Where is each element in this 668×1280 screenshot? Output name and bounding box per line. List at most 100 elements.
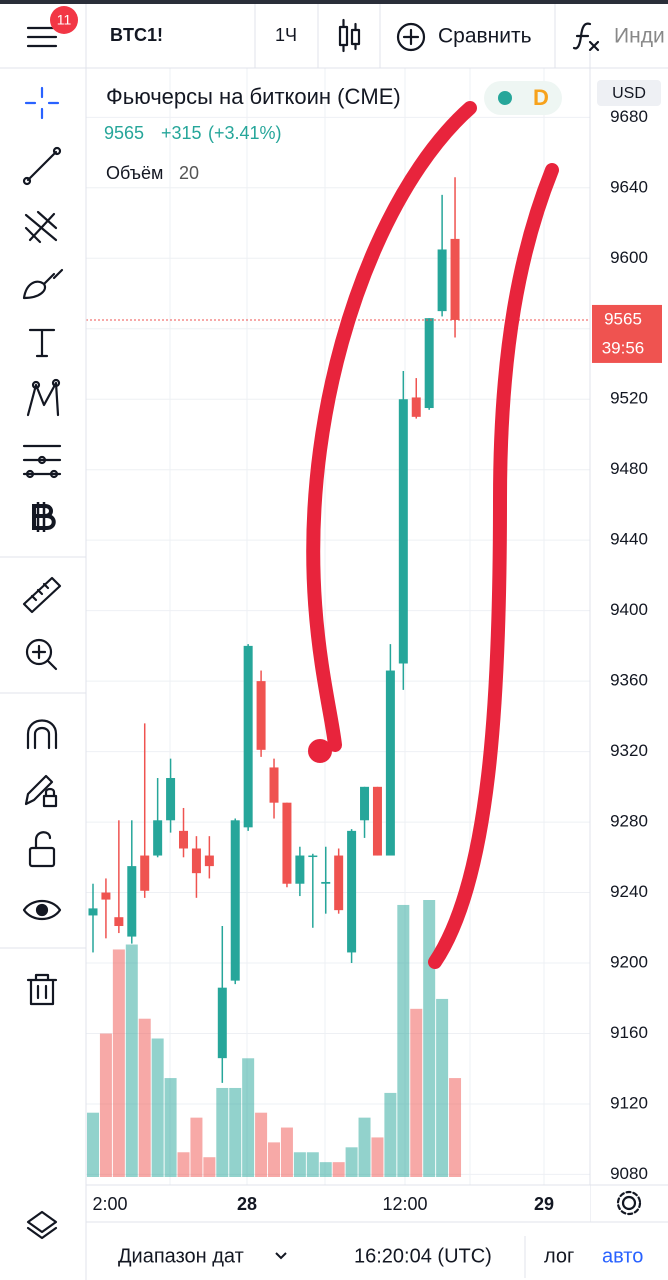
candle-body — [360, 786, 370, 821]
x-tick-label: 29 — [534, 1194, 554, 1214]
y-tick-label: 9120 — [610, 1093, 648, 1112]
magnet-tool[interactable] — [26, 719, 58, 750]
volume-bar — [138, 1018, 151, 1177]
indicators[interactable]: Инди — [614, 25, 665, 48]
candle-body — [256, 681, 266, 750]
notification-badge — [50, 6, 78, 34]
candle-body — [450, 238, 460, 320]
volume-bar — [410, 1008, 423, 1177]
y-tick-label: 9600 — [610, 248, 648, 267]
volume-bar — [99, 1033, 112, 1177]
candle-body — [179, 830, 189, 849]
menu-icon[interactable] — [26, 26, 58, 48]
candle-body — [243, 645, 253, 828]
volume-bar — [306, 1152, 319, 1177]
delete-tool[interactable] — [26, 973, 58, 1006]
y-tick-label: 9280 — [610, 812, 648, 831]
pattern-tool[interactable] — [26, 378, 61, 417]
candle-body — [347, 830, 357, 953]
indicators-icon[interactable] — [572, 22, 600, 52]
zoom-tool[interactable] — [25, 638, 58, 671]
y-tick-label: 9240 — [610, 882, 648, 901]
y-tick-label: 9160 — [610, 1023, 648, 1042]
price-axis: USD 968096409600956095209480944094009360… — [589, 52, 668, 1222]
volume-bar — [332, 1162, 345, 1177]
bitcoin-icon[interactable] — [32, 502, 56, 532]
y-tick-label: 9080 — [610, 1164, 648, 1183]
candle-body — [437, 249, 447, 312]
volume-bar — [449, 1078, 462, 1177]
interval[interactable]: 1Ч — [275, 25, 297, 45]
brush-tool[interactable] — [22, 268, 64, 300]
volume-bar — [242, 1058, 255, 1177]
lock-drawings[interactable] — [24, 774, 58, 808]
volume-bar — [423, 900, 436, 1177]
volume-bar — [255, 1112, 268, 1177]
last-price-marker: 9565 — [604, 309, 642, 328]
settings-icon[interactable] — [616, 1190, 642, 1216]
candle-body — [424, 318, 434, 409]
chart-type-icon[interactable] — [338, 18, 361, 53]
stroke — [306, 101, 477, 752]
status-dot — [498, 91, 512, 105]
last-price-box — [592, 304, 662, 363]
volume-bar — [319, 1162, 332, 1177]
volume-bar — [164, 1078, 177, 1177]
trendline-tool[interactable] — [22, 146, 62, 186]
candle-body — [166, 778, 176, 821]
candle-body — [191, 848, 201, 874]
annotation — [306, 101, 559, 969]
volume-bar — [371, 1137, 384, 1177]
y-tick-label: 9320 — [610, 741, 648, 760]
candle-body — [88, 908, 98, 916]
volume-bar — [280, 1127, 293, 1177]
status-strip — [0, 0, 668, 4]
clock: 16:20:04 (UTC) — [354, 1245, 492, 1267]
last-price: 9565 — [104, 123, 144, 143]
stroke — [428, 163, 559, 969]
log-toggle[interactable]: лог — [544, 1245, 574, 1267]
symbol[interactable]: BTC1! — [110, 25, 163, 45]
badge: D — [533, 85, 549, 110]
fork-tool[interactable] — [24, 210, 58, 244]
y-tick-label: 9480 — [610, 459, 648, 478]
volume-bar — [151, 1038, 164, 1177]
change: +315 — [161, 123, 202, 143]
auto-toggle[interactable]: авто — [602, 1245, 643, 1267]
volume-bar — [229, 1087, 242, 1177]
chart-title: Фьючерсы на биткоин (CME) — [106, 84, 401, 109]
ruler-tool[interactable] — [22, 576, 62, 614]
candle-body — [217, 987, 227, 1059]
candle-body — [101, 892, 111, 900]
candle-body — [398, 399, 408, 664]
volume-last: 20 — [179, 163, 199, 183]
candle-body — [230, 820, 240, 981]
unlock-tool[interactable] — [28, 831, 56, 868]
compare[interactable]: Сравнить — [438, 25, 532, 48]
layers-icon[interactable] — [26, 1210, 58, 1240]
x-tick-label: 28 — [237, 1194, 257, 1214]
volume-bar — [125, 944, 138, 1177]
date-range[interactable]: Диапазон дат — [118, 1245, 244, 1267]
candle-body — [114, 917, 124, 927]
candle-body — [140, 855, 150, 891]
y-tick-label: 9680 — [610, 107, 648, 126]
candle-body — [127, 866, 137, 937]
candle-body — [295, 855, 305, 884]
candle-body — [269, 767, 279, 803]
visibility-tool[interactable] — [22, 899, 62, 921]
candle-body — [204, 855, 214, 867]
y-tick-label: 9520 — [610, 389, 648, 408]
candle-body — [411, 397, 421, 417]
volume-bar — [112, 949, 125, 1177]
volume-bar — [87, 1112, 99, 1177]
currency: USD — [612, 85, 646, 102]
time-axis-bg — [86, 1185, 590, 1222]
compare-icon[interactable] — [396, 22, 426, 52]
volume-bar — [358, 1117, 371, 1177]
crosshair-tool[interactable] — [24, 86, 60, 120]
text-tool[interactable] — [28, 328, 56, 358]
candle-body — [282, 802, 292, 884]
y-tick-label: 9440 — [610, 530, 648, 549]
measure-tool[interactable] — [22, 444, 62, 479]
